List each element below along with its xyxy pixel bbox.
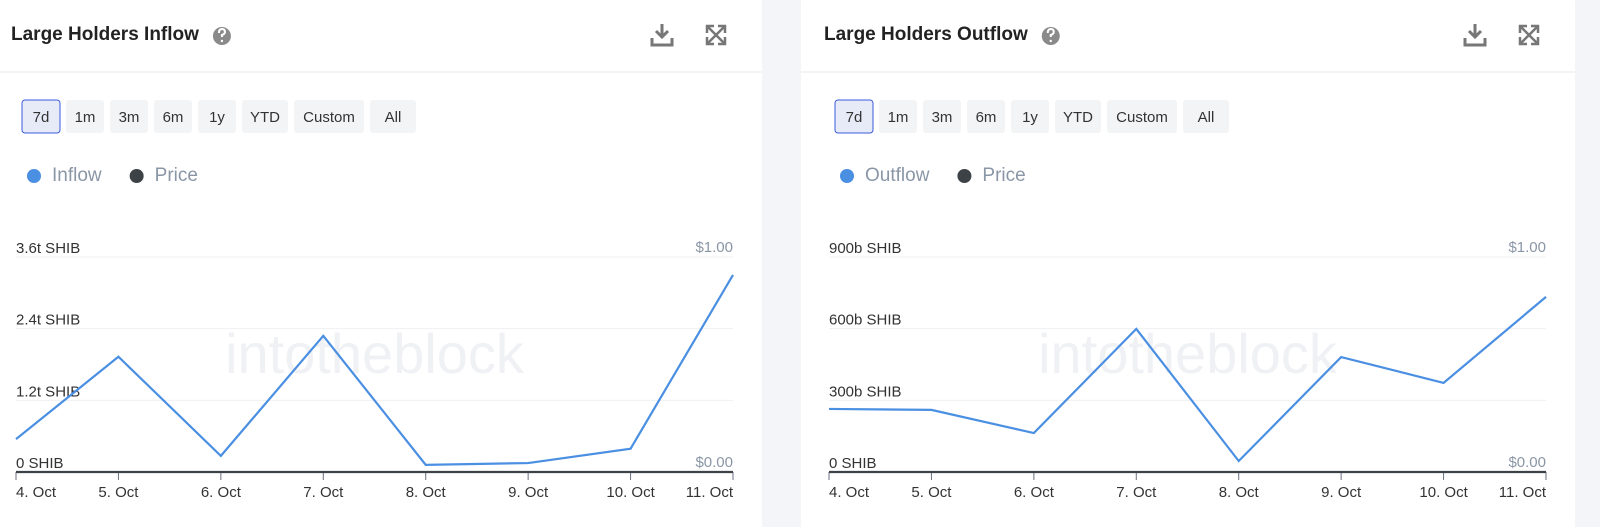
y2-tick-label: $1.00 <box>695 239 733 256</box>
y-tick-label: 3.6t SHIB <box>16 240 80 257</box>
x-tick-label: 10. Oct <box>606 484 655 501</box>
y2-tick-label: $0.00 <box>1508 454 1546 471</box>
y2-tick-label: $1.00 <box>1508 239 1546 256</box>
x-tick-label: 5. Oct <box>98 484 139 501</box>
range-button-label[interactable]: 3m <box>932 109 953 126</box>
range-button[interactable] <box>1183 100 1229 133</box>
x-tick-label: 4. Oct <box>829 484 870 501</box>
range-button[interactable] <box>1011 100 1049 133</box>
range-button[interactable] <box>879 100 917 133</box>
x-tick-label: 7. Oct <box>1116 484 1157 501</box>
range-button[interactable] <box>154 100 192 133</box>
legend-label[interactable]: Inflow <box>52 165 102 186</box>
legend-label[interactable]: Price <box>982 165 1025 186</box>
range-button[interactable] <box>923 100 961 133</box>
range-button[interactable] <box>66 100 104 133</box>
range-button[interactable] <box>1055 100 1101 133</box>
download-icon[interactable] <box>650 24 674 47</box>
y-tick-label: 1.2t SHIB <box>16 383 80 400</box>
y-tick-label: 900b SHIB <box>829 240 902 257</box>
x-tick-label: 6. Oct <box>201 484 242 501</box>
help-glyph <box>1046 27 1055 37</box>
range-button[interactable] <box>198 100 236 133</box>
legend-label[interactable]: Outflow <box>865 165 930 186</box>
y-tick-label: 300b SHIB <box>829 383 902 400</box>
range-button[interactable] <box>21 99 61 134</box>
x-tick-label: 4. Oct <box>16 484 57 501</box>
card-background <box>801 0 1575 527</box>
y-tick-label: 0 SHIB <box>829 455 877 472</box>
x-tick-label: 8. Oct <box>406 484 447 501</box>
legend-label[interactable]: Price <box>155 165 198 186</box>
range-button-label[interactable]: 1m <box>888 109 909 126</box>
x-tick-label: 8. Oct <box>1219 484 1260 501</box>
x-tick-label: 10. Oct <box>1419 484 1468 501</box>
series-line <box>15 274 734 466</box>
range-button[interactable] <box>110 100 148 133</box>
range-button-label[interactable]: 7d <box>33 109 50 126</box>
chart-title: Large Holders Inflow <box>11 24 199 45</box>
x-tick-label: 11. Oct <box>1499 484 1547 501</box>
range-button-label[interactable]: Custom <box>303 109 355 126</box>
range-button[interactable] <box>242 100 288 133</box>
watermark: intotheblock <box>1038 322 1338 385</box>
download-icon[interactable] <box>1463 24 1487 47</box>
range-button[interactable] <box>1107 100 1177 133</box>
range-button-label[interactable]: 6m <box>163 109 184 126</box>
expand-icon[interactable] <box>705 24 727 46</box>
range-button-label[interactable]: 1y <box>209 109 225 126</box>
chart-title: Large Holders Outflow <box>824 24 1028 45</box>
chart-card: Large Holders Inflow 7d 1m 3m 6m 1y YTD Custom A… <box>0 0 762 527</box>
x-tick-label: 9. Oct <box>1321 484 1362 501</box>
range-button-label[interactable]: 1y <box>1022 109 1038 126</box>
legend-marker[interactable] <box>840 169 854 183</box>
range-button-label[interactable]: YTD <box>1063 109 1093 126</box>
help-dot <box>220 39 224 43</box>
chart-card: Large Holders Outflow 7d 1m 3m 6m 1y YTD Custom… <box>801 0 1575 527</box>
legend-marker[interactable] <box>27 169 41 183</box>
range-button-label[interactable]: 6m <box>976 109 997 126</box>
expand-icon[interactable] <box>1518 24 1540 46</box>
y-tick-label: 2.4t SHIB <box>16 312 80 329</box>
range-button-label[interactable]: 1m <box>75 109 96 126</box>
x-tick-label: 9. Oct <box>508 484 549 501</box>
range-button-label[interactable]: All <box>385 109 402 126</box>
y2-tick-label: $0.00 <box>695 454 733 471</box>
x-tick-label: 7. Oct <box>303 484 344 501</box>
legend-marker[interactable] <box>129 169 144 183</box>
y-tick-label: 0 SHIB <box>16 455 64 472</box>
range-button-label[interactable]: Custom <box>1116 109 1168 126</box>
watermark: intotheblock <box>225 322 525 385</box>
y-tick-label: 600b SHIB <box>829 312 902 329</box>
range-button-label[interactable]: All <box>1198 109 1215 126</box>
range-button-label[interactable]: YTD <box>250 109 280 126</box>
range-button[interactable] <box>294 100 364 133</box>
range-button[interactable] <box>834 99 874 134</box>
x-tick-label: 6. Oct <box>1014 484 1055 501</box>
help-glyph <box>217 27 226 37</box>
x-tick-label: 5. Oct <box>911 484 952 501</box>
x-tick-label: 11. Oct <box>686 484 734 501</box>
range-button-label[interactable]: 3m <box>119 109 140 126</box>
card-background <box>0 0 762 527</box>
range-button[interactable] <box>370 100 416 133</box>
help-dot <box>1049 39 1052 43</box>
legend-marker[interactable] <box>957 169 972 183</box>
range-button[interactable] <box>967 100 1005 133</box>
range-button-label[interactable]: 7d <box>846 109 863 126</box>
series-line <box>828 296 1547 463</box>
